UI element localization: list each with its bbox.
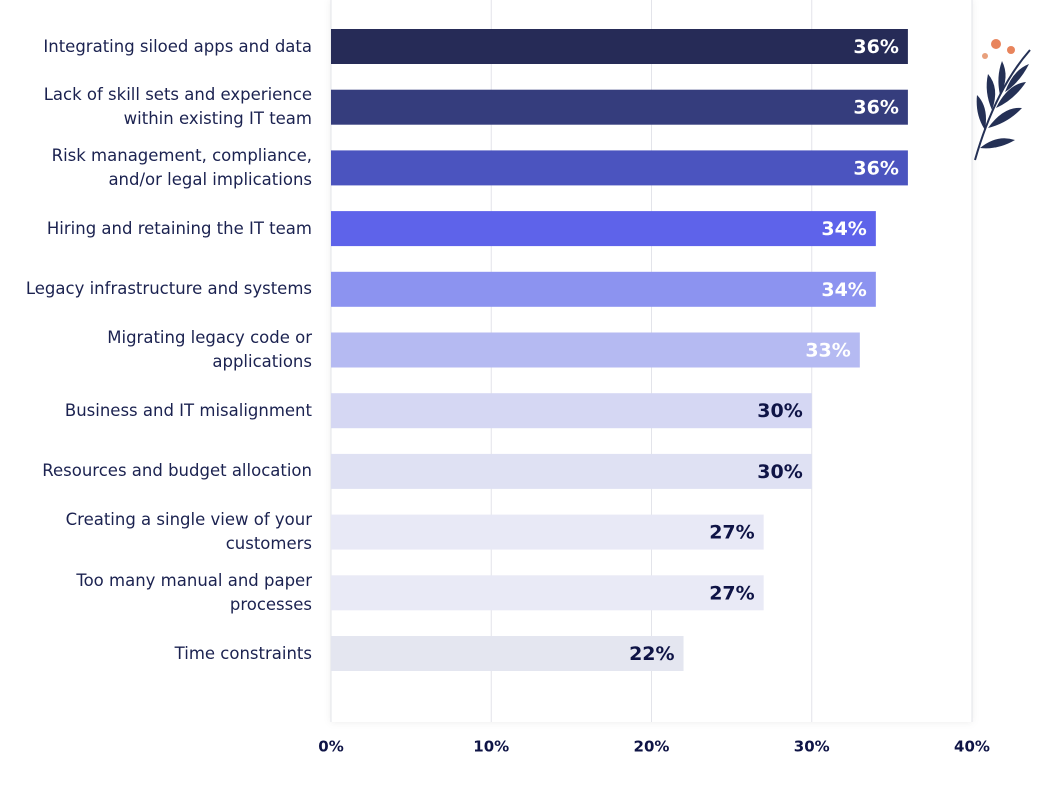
x-tick-label: 40% bbox=[954, 738, 990, 756]
category-label: Lack of skill sets and experience within… bbox=[43, 85, 312, 129]
category-label: Business and IT misalignment bbox=[64, 400, 312, 420]
x-tick-label: 0% bbox=[318, 738, 343, 756]
x-tick-label: 10% bbox=[473, 738, 509, 756]
bar bbox=[331, 211, 876, 247]
x-tick-label: 20% bbox=[634, 738, 670, 756]
category-label: Too many manual and paper processes bbox=[76, 570, 312, 614]
category-label: Hiring and retaining the IT team bbox=[46, 218, 312, 238]
bar bbox=[331, 636, 684, 671]
value-label: 34% bbox=[821, 218, 866, 240]
value-label: 22% bbox=[629, 643, 674, 665]
value-label: 33% bbox=[805, 340, 850, 362]
bar bbox=[331, 453, 812, 489]
category-label: Migrating legacy code or applications bbox=[107, 328, 312, 371]
bar bbox=[331, 271, 876, 307]
value-label: 30% bbox=[757, 461, 802, 483]
category-label: Time constraints bbox=[174, 643, 312, 663]
value-label: 36% bbox=[853, 97, 898, 119]
category-label: Risk management, compliance, and/or lega… bbox=[51, 145, 312, 189]
category-label: Integrating siloed apps and data bbox=[43, 36, 312, 56]
bar bbox=[331, 150, 908, 186]
value-label: 30% bbox=[757, 400, 802, 422]
bar bbox=[331, 575, 764, 611]
value-label: 36% bbox=[853, 36, 898, 58]
bar bbox=[331, 514, 764, 550]
category-label: Creating a single view of your customers bbox=[65, 510, 312, 554]
bar bbox=[331, 29, 908, 64]
value-label: 27% bbox=[709, 582, 754, 604]
value-label: 27% bbox=[709, 522, 754, 544]
value-label: 34% bbox=[821, 279, 866, 301]
category-label: Resources and budget allocation bbox=[42, 461, 312, 481]
value-label: 36% bbox=[853, 157, 898, 179]
category-label: Legacy infrastructure and systems bbox=[25, 279, 312, 299]
x-tick-label: 30% bbox=[794, 738, 830, 756]
leaf-decoration bbox=[974, 39, 1031, 161]
bar bbox=[331, 89, 908, 125]
bar bbox=[331, 393, 812, 429]
bar bbox=[331, 332, 860, 368]
